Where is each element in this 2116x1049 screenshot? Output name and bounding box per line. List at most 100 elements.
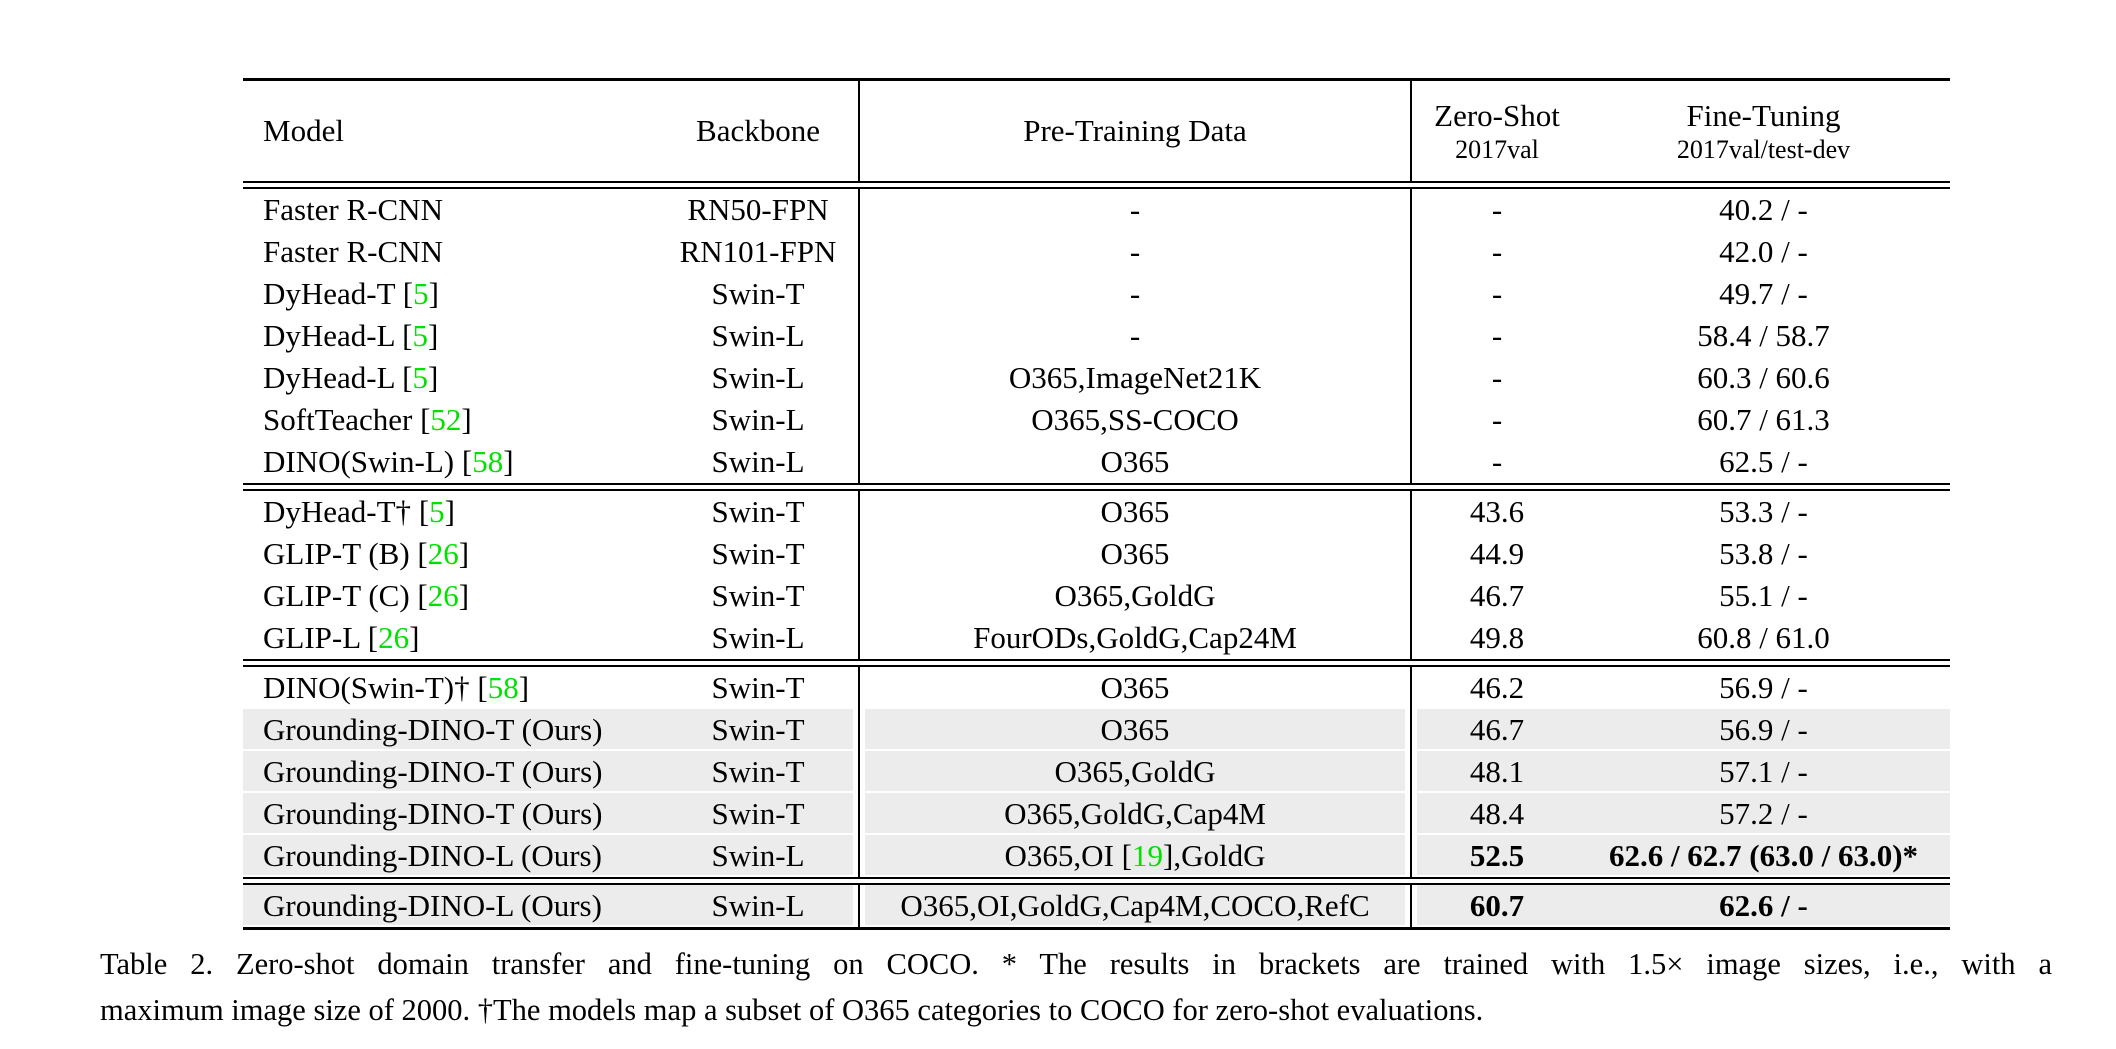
finetune-cell: 42.0 / -: [1719, 234, 1808, 269]
caption-line-1: Table 2. Zero-shot domain transfer and f…: [100, 947, 2052, 981]
column-divider: [853, 793, 865, 835]
model-cell: Faster R-CNN: [263, 192, 443, 227]
column-divider: [1405, 751, 1417, 793]
section-rule-line: [243, 483, 1950, 491]
finetune-cell: 53.3 / -: [1719, 494, 1808, 529]
column-divider: [1405, 835, 1417, 878]
pretrain-cell: O365,OI [19],GoldG: [865, 835, 1405, 878]
caption-line-2: maximum image size of 2000. †The models …: [100, 992, 1484, 1027]
backbone-cell: Swin-L: [711, 620, 805, 655]
model-cell: GLIP-L [26]: [263, 620, 420, 655]
citation-number: 26: [427, 536, 459, 571]
finetune-cell: 62.6 / -: [1577, 884, 1950, 929]
column-divider: [853, 441, 865, 484]
column-divider: [853, 79, 865, 182]
backbone-cell: Swin-L: [663, 835, 853, 878]
table-row: GLIP-L [26] Swin-L FourODs,GoldG,Cap24M 49.…: [243, 617, 1950, 660]
zeroshot-cell: -: [1491, 318, 1503, 353]
backbone-cell: RN101-FPN: [679, 234, 837, 269]
citation-number: 5: [429, 494, 445, 529]
column-divider: [1405, 490, 1417, 533]
column-header-backbone: Backbone: [696, 113, 820, 148]
zeroshot-header-title: Zero-Shot: [1434, 97, 1560, 133]
column-divider: [1405, 575, 1417, 617]
citation-number: 5: [412, 318, 428, 353]
column-divider: [1405, 441, 1417, 484]
citation-number: 19: [1131, 838, 1163, 873]
column-divider: [853, 315, 865, 357]
column-divider: [1405, 315, 1417, 357]
pretrain-cell: -: [1129, 276, 1141, 311]
model-cell: Grounding-DINO-L (Ours): [243, 884, 663, 929]
backbone-cell: Swin-L: [711, 402, 805, 437]
citation-number: 26: [427, 578, 459, 613]
table-row: DyHead-T [5] Swin-T - - 49.7 / -: [243, 273, 1950, 315]
model-cell: Grounding-DINO-L (Ours): [243, 835, 663, 878]
section-rule: [243, 877, 1950, 885]
table-row: Grounding-DINO-T (Ours) Swin-T O365,GoldG 4…: [243, 751, 1950, 793]
pretrain-cell: O365: [1100, 444, 1170, 479]
header-rule: [243, 181, 1950, 189]
backbone-cell: Swin-L: [711, 444, 805, 479]
finetune-cell: 60.7 / 61.3: [1697, 402, 1830, 437]
backbone-cell: Swin-L: [711, 360, 805, 395]
citation-number: 26: [378, 620, 410, 655]
zeroshot-cell: 60.7: [1417, 884, 1577, 929]
finetune-cell: 53.8 / -: [1719, 536, 1808, 571]
pretrain-cell: -: [1129, 318, 1141, 353]
finetune-cell: 62.5 / -: [1719, 444, 1808, 479]
model-cell: GLIP-T (C) [26]: [263, 578, 470, 613]
finetune-cell: 57.1 / -: [1577, 751, 1950, 793]
table-row: DINO(Swin-L) [58] Swin-L O365 - 62.5 / -: [243, 441, 1950, 484]
table-row: DyHead-L [5] Swin-L O365,ImageNet21K - 60.3 …: [243, 357, 1950, 399]
zeroshot-cell: -: [1491, 444, 1503, 479]
column-divider: [1405, 188, 1417, 231]
backbone-cell: Swin-T: [711, 670, 805, 705]
model-cell: DINO(Swin-L) [58]: [263, 444, 514, 479]
table-row: DyHead-T† [5] Swin-T O365 43.6 53.3 / -: [243, 490, 1950, 533]
zeroshot-header-subtitle: 2017val: [1455, 135, 1539, 165]
column-divider: [1405, 231, 1417, 273]
column-divider: [853, 835, 865, 878]
backbone-cell: Swin-T: [711, 536, 805, 571]
backbone-cell: Swin-L: [711, 318, 805, 353]
column-divider: [1405, 617, 1417, 660]
finetune-cell: 56.9 / -: [1719, 670, 1808, 705]
zeroshot-cell: -: [1491, 192, 1503, 227]
backbone-cell: RN50-FPN: [687, 192, 829, 227]
column-divider: [853, 666, 865, 709]
column-divider: [1405, 399, 1417, 441]
section-rule: [243, 659, 1950, 667]
column-divider: [853, 533, 865, 575]
column-header-pretrain: Pre-Training Data: [1023, 113, 1247, 148]
table-row: Grounding-DINO-T (Ours) Swin-T O365,GoldG,…: [243, 793, 1950, 835]
backbone-cell: Swin-T: [663, 709, 853, 751]
column-divider: [1405, 533, 1417, 575]
table-caption: Table 2. Zero-shot domain transfer and f…: [100, 942, 2052, 1034]
zeroshot-cell: -: [1491, 234, 1503, 269]
column-divider: [1405, 709, 1417, 751]
zeroshot-cell: 48.4: [1417, 793, 1577, 835]
model-cell: Grounding-DINO-T (Ours): [243, 793, 663, 835]
column-divider: [853, 575, 865, 617]
column-divider: [853, 617, 865, 660]
citation-number: 5: [413, 276, 429, 311]
column-divider: [853, 231, 865, 273]
pretrain-cell: O365,SS-COCO: [1031, 402, 1239, 437]
finetune-cell: 58.4 / 58.7: [1697, 318, 1830, 353]
table-row: Faster R-CNN RN50-FPN - - 40.2 / -: [243, 188, 1950, 231]
table-row: GLIP-T (C) [26] Swin-T O365,GoldG 46.7 55.1 …: [243, 575, 1950, 617]
model-cell: DyHead-L [5]: [263, 318, 439, 353]
column-divider: [853, 357, 865, 399]
pretrain-cell: O365,GoldG: [865, 751, 1405, 793]
model-cell: Grounding-DINO-T (Ours): [243, 709, 663, 751]
backbone-cell: Swin-T: [711, 578, 805, 613]
model-cell: SoftTeacher [52]: [263, 402, 472, 437]
table-row: Grounding-DINO-L (Ours) Swin-L O365,OI [19…: [243, 835, 1950, 878]
zeroshot-cell: 43.6: [1469, 494, 1525, 529]
model-cell: DyHead-L [5]: [263, 360, 439, 395]
section-rule-line: [243, 659, 1950, 667]
column-divider: [853, 188, 865, 231]
table-row: Grounding-DINO-T (Ours) Swin-T O365 46.7 56.…: [243, 709, 1950, 751]
zeroshot-cell: -: [1491, 402, 1503, 437]
